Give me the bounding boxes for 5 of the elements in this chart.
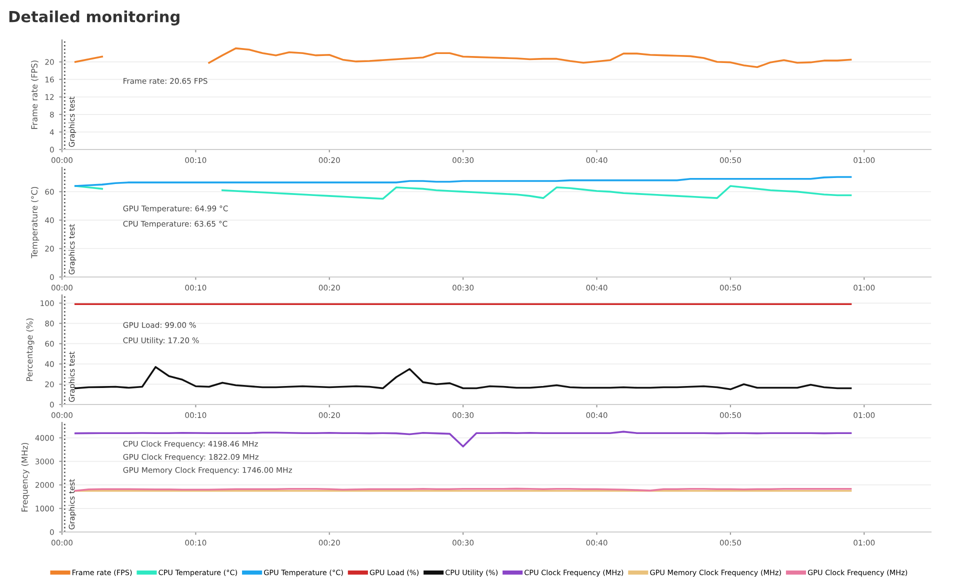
y-axis-title: Frequency (MHz)	[21, 442, 30, 512]
chart-title: Detailed monitoring	[9, 10, 180, 26]
y-axis-title: Frame rate (FPS)	[31, 60, 38, 129]
y-axis-title: Temperature (°C)	[31, 187, 40, 258]
y-axis-title: Percentage (%)	[26, 318, 34, 381]
